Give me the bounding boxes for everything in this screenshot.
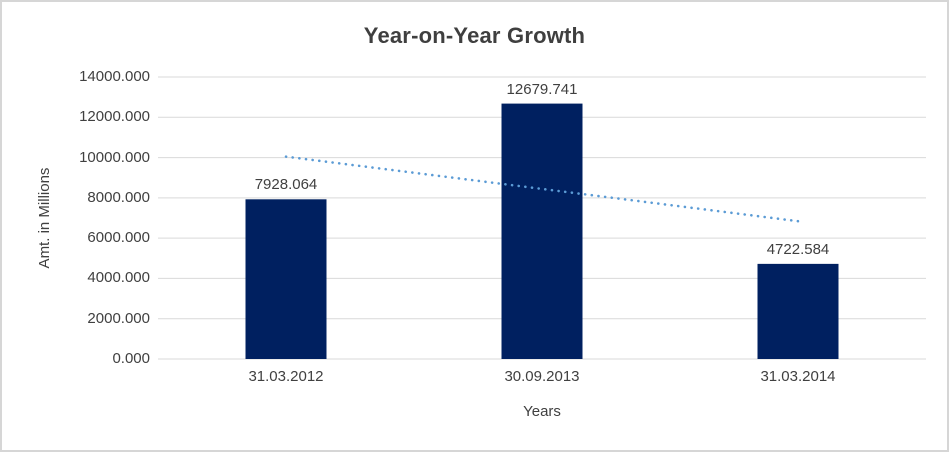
bar	[245, 199, 327, 359]
y-tick-label: 6000.000	[87, 229, 150, 247]
y-tick-label: 4000.000	[87, 269, 150, 287]
y-tick-label: 8000.000	[87, 188, 150, 206]
y-tick-label: 2000.000	[87, 309, 150, 327]
y-tick-label: 12000.000	[79, 108, 150, 126]
bar-data-label: 4722.584	[766, 240, 830, 258]
x-tick-label: 30.09.2013	[504, 368, 580, 385]
bar	[757, 263, 839, 359]
y-tick-label: 0.000	[112, 350, 150, 367]
x-tick-label: 31.03.2014	[760, 368, 836, 385]
bar	[501, 103, 583, 360]
chart-title: Year-on-Year Growth	[363, 23, 586, 48]
bar-data-label: 7928.064	[254, 176, 318, 194]
x-axis-title: Years	[523, 403, 561, 420]
y-tick-label: 14000.000	[79, 68, 150, 85]
bar-data-label: 12679.741	[506, 80, 578, 98]
x-tick-label: 31.03.2012	[248, 368, 324, 385]
y-tick-label: 10000.000	[79, 148, 150, 166]
trendline	[284, 155, 800, 223]
